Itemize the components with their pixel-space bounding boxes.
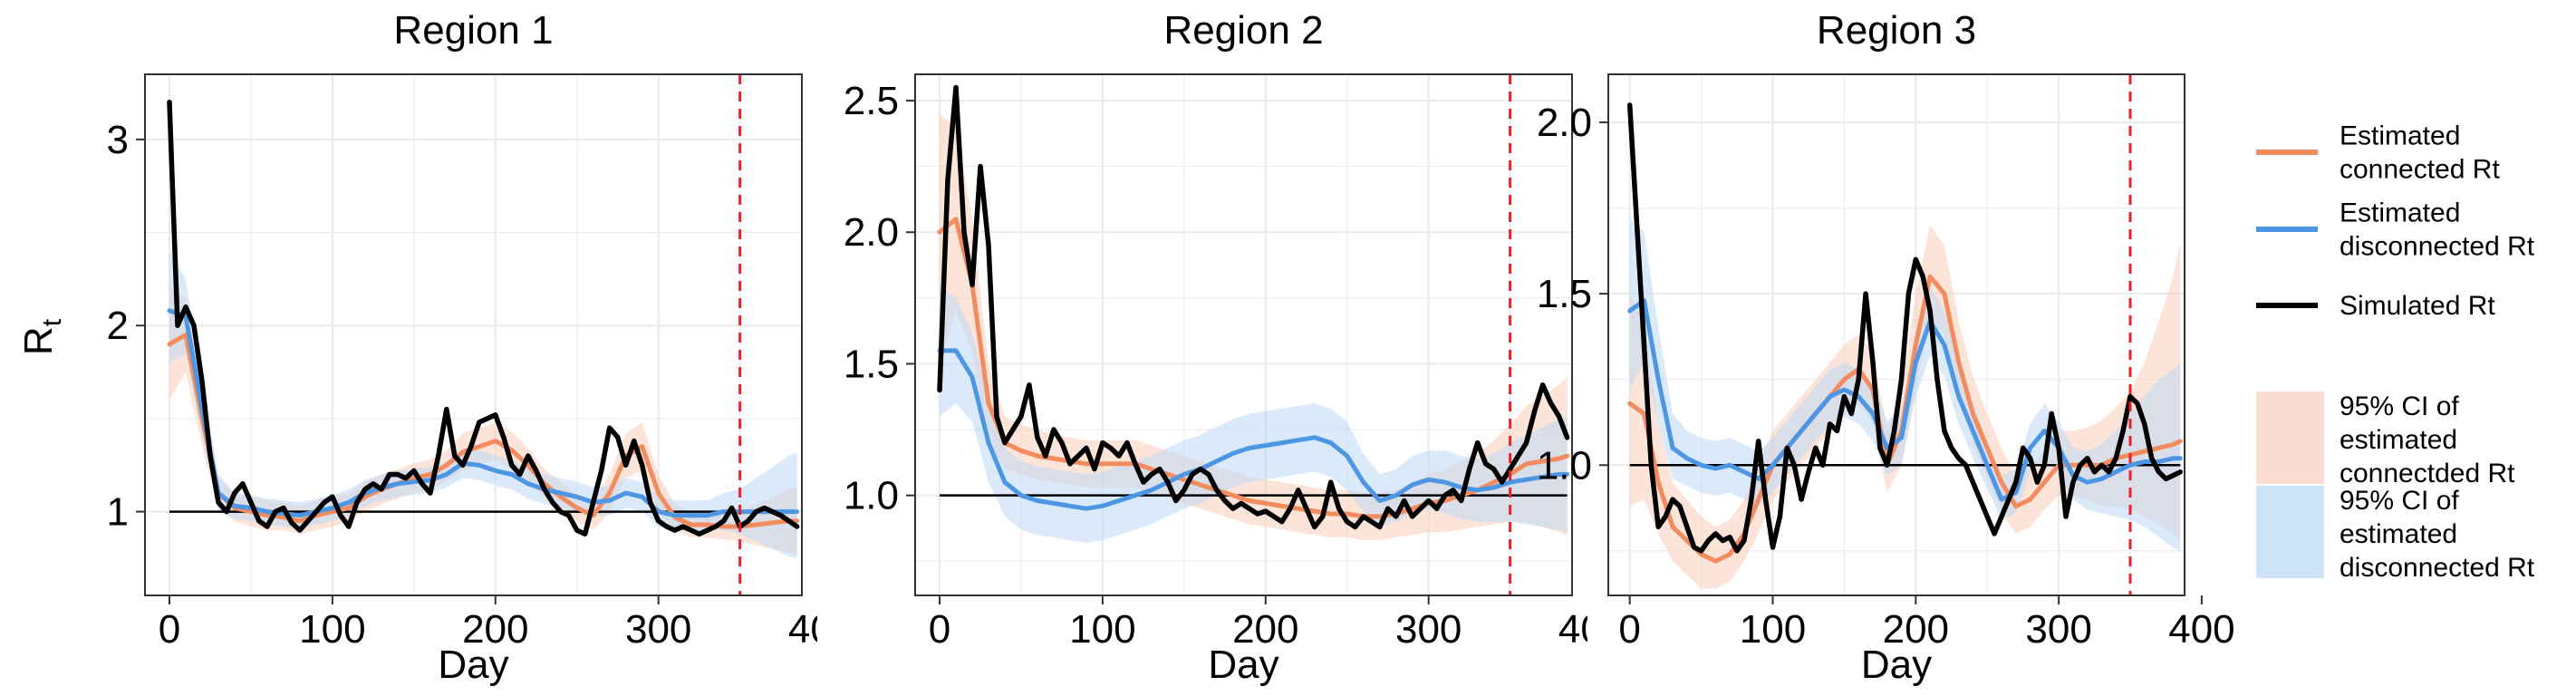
panel-3-y-tick-label: 2.0 [1537,101,1592,145]
panel-3-border [1607,73,2185,596]
legend-label-estimated-disconnected: Estimated [2340,198,2460,228]
legend-label-simulated: Simulated Rt [2340,291,2495,321]
panel-2-y-tick-label: 2.0 [844,210,899,255]
panel-1-y-tick-label: 3 [107,118,129,162]
panel-2-x-tick-label: 100 [1069,607,1135,652]
panel-2-x-tick-label: 200 [1232,607,1298,652]
panel-1-border [144,73,803,596]
legend-label-ci-connected: 95% CI of [2340,392,2459,421]
panel-2-y-tick-label: 1.0 [844,474,899,518]
panel-2-y-tick-label: 1.5 [844,342,899,386]
panel-2-simulated-line [937,84,1570,530]
legend-label-ci-connected: connectded Rt [2340,459,2515,488]
panel-1-x-axis-label: Day [438,643,508,687]
panel-3-x-tick-label: 100 [1740,607,1806,652]
legend: Estimated connected Rt Estimated disconnect… [2256,121,2535,583]
panel-3-x-tick-label: 300 [2025,607,2091,652]
panel-2: Region 2 0 100 200 300 400 1.0 1.5 2.0 2.5 Day [844,8,1625,687]
panel-3-x-tick-label: 200 [1883,607,1949,652]
legend-label-estimated-connected: connected Rt [2340,155,2500,185]
panel-1-x-tick-label: 300 [625,607,691,652]
legend-label-estimated-disconnected: disconnected Rt [2340,232,2535,262]
y-axis-title: Rt [16,318,67,355]
panel-2-x-tick-label: 0 [929,607,950,652]
panel-3-simulated-line [1626,102,2184,554]
panel-1-y-tick-label: 1 [107,490,129,535]
panel-1-ci-disconnected-band [169,251,797,558]
legend-label-ci-connected: estimated [2340,425,2457,455]
panel-2-x-axis-label: Day [1208,643,1278,687]
y-axis-label: Rt [16,318,67,355]
panel-3-y-tick-label: 1.5 [1537,272,1592,316]
panel-1: Region 1 0 100 200 300 400 1 2 3 Day [107,8,854,687]
panel-1-x-tick-label: 100 [299,607,365,652]
panel-3-x-axis-label: Day [1861,643,1932,687]
legend-label-ci-disconnected: estimated [2340,519,2457,549]
panel-3-series-group [1626,74,2184,595]
panel-1-series-group [167,74,800,595]
panel-2-series-group [937,74,1570,595]
legend-key-ci-connected [2256,392,2324,484]
panel-3-disconnected-line [1627,298,2183,502]
panel-2-title: Region 2 [1163,8,1323,53]
panel-3-x-tick-label: 0 [1618,607,1640,652]
legend-label-estimated-connected: Estimated [2340,121,2460,151]
panel-1-x-tick-label: 400 [788,607,854,652]
legend-key-ci-disconnected [2256,486,2324,578]
panel-3-x-tick-label: 400 [2168,607,2234,652]
legend-label-ci-disconnected: 95% CI of [2340,486,2459,516]
legend-label-ci-disconnected: disconnected Rt [2340,553,2535,583]
panel-2-ci-disconnected-band [940,285,1568,543]
panel-3: Region 3 0 100 200 300 400 1.0 1.5 2.0 Day [1537,8,2235,687]
panel-3-title: Region 3 [1817,8,1976,53]
panel-2-border [914,73,1573,596]
panel-1-title: Region 1 [393,8,553,53]
panel-1-x-tick-label: 200 [462,607,528,652]
panel-2-x-tick-label: 300 [1395,607,1462,652]
panel-2-x-tick-label: 400 [1558,607,1625,652]
panel-1-y-tick-label: 2 [107,304,129,348]
panel-1-simulated-line [167,100,800,536]
panel-2-y-tick-label: 2.5 [844,79,899,123]
panel-2-disconnected-line [937,348,1570,511]
panel-3-y-tick-label: 1.0 [1537,443,1592,488]
panel-1-x-tick-label: 0 [159,607,180,652]
